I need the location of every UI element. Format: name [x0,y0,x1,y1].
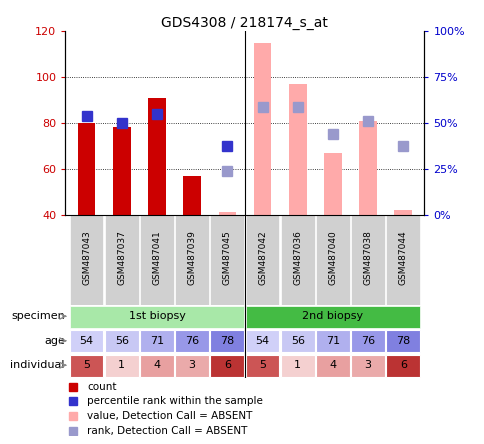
Text: GSM487041: GSM487041 [152,230,161,285]
FancyBboxPatch shape [175,330,209,352]
Text: rank, Detection Call = ABSENT: rank, Detection Call = ABSENT [87,426,247,436]
FancyBboxPatch shape [70,355,103,377]
Bar [393,210,411,215]
FancyBboxPatch shape [70,330,103,352]
Text: GSM487044: GSM487044 [398,230,407,285]
FancyBboxPatch shape [175,215,209,305]
Text: 78: 78 [395,336,409,346]
Text: 5: 5 [258,360,265,370]
Text: 71: 71 [150,336,164,346]
FancyBboxPatch shape [210,355,244,377]
Text: 6: 6 [224,360,230,370]
FancyBboxPatch shape [386,215,419,305]
Text: 71: 71 [325,336,339,346]
FancyBboxPatch shape [70,215,103,305]
Bar [148,98,166,215]
Bar [77,123,95,215]
Text: 4: 4 [329,360,336,370]
Bar [288,84,306,215]
FancyBboxPatch shape [280,330,314,352]
Text: 3: 3 [364,360,371,370]
FancyBboxPatch shape [316,215,349,305]
Text: individual: individual [10,360,65,370]
FancyBboxPatch shape [140,355,173,377]
FancyBboxPatch shape [245,306,419,328]
FancyBboxPatch shape [70,306,244,328]
Text: 76: 76 [360,336,374,346]
Bar [359,121,376,215]
FancyBboxPatch shape [175,355,209,377]
Bar [323,153,341,215]
FancyBboxPatch shape [245,355,279,377]
Text: GSM487040: GSM487040 [328,230,337,285]
FancyBboxPatch shape [210,215,244,305]
Text: 1st biopsy: 1st biopsy [128,311,185,321]
Text: 78: 78 [220,336,234,346]
Text: percentile rank within the sample: percentile rank within the sample [87,396,262,406]
FancyBboxPatch shape [140,330,173,352]
Text: count: count [87,381,116,392]
Text: 3: 3 [188,360,195,370]
FancyBboxPatch shape [316,330,349,352]
Bar [218,212,236,215]
Text: 76: 76 [185,336,199,346]
FancyBboxPatch shape [280,215,314,305]
Text: 1: 1 [118,360,125,370]
FancyBboxPatch shape [316,355,349,377]
FancyBboxPatch shape [386,330,419,352]
Text: age: age [44,336,65,346]
Bar [113,127,130,215]
Text: 6: 6 [399,360,406,370]
FancyBboxPatch shape [105,355,138,377]
Title: GDS4308 / 218174_s_at: GDS4308 / 218174_s_at [161,16,328,30]
Text: GSM487039: GSM487039 [187,230,196,285]
FancyBboxPatch shape [105,215,138,305]
Text: 1: 1 [294,360,301,370]
Text: 2nd biopsy: 2nd biopsy [302,311,363,321]
FancyBboxPatch shape [350,330,384,352]
FancyBboxPatch shape [350,215,384,305]
Bar [183,176,200,215]
Text: GSM487045: GSM487045 [222,230,231,285]
Text: GSM487043: GSM487043 [82,230,91,285]
FancyBboxPatch shape [245,330,279,352]
Text: specimen: specimen [11,311,65,321]
FancyBboxPatch shape [105,330,138,352]
Text: GSM487038: GSM487038 [363,230,372,285]
FancyBboxPatch shape [350,355,384,377]
Text: 4: 4 [153,360,160,370]
Text: GSM487042: GSM487042 [257,230,267,285]
Bar [253,43,271,215]
Text: 5: 5 [83,360,90,370]
Text: 54: 54 [79,336,93,346]
FancyBboxPatch shape [245,215,279,305]
Text: GSM487036: GSM487036 [293,230,302,285]
Text: value, Detection Call = ABSENT: value, Detection Call = ABSENT [87,411,252,421]
FancyBboxPatch shape [386,355,419,377]
FancyBboxPatch shape [140,215,173,305]
Text: 56: 56 [115,336,129,346]
Text: 54: 54 [255,336,269,346]
Text: GSM487037: GSM487037 [117,230,126,285]
FancyBboxPatch shape [280,355,314,377]
Text: 56: 56 [290,336,304,346]
FancyBboxPatch shape [210,330,244,352]
